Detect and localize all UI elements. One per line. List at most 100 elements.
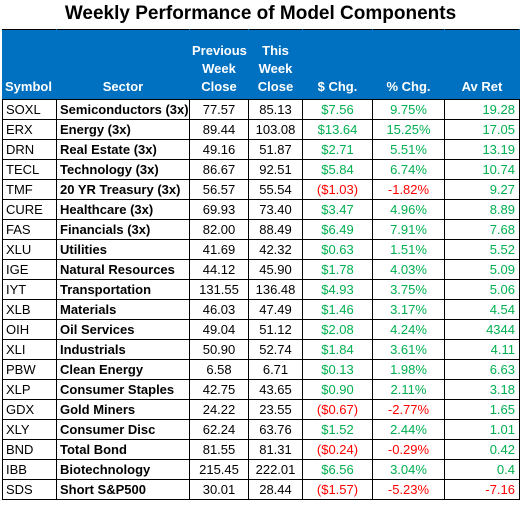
symbol-cell: BND [2, 439, 57, 460]
symbol-cell: XLP [2, 379, 57, 400]
header-average-return: Av Ret [444, 29, 520, 100]
sector-cell: Short S&P500 [56, 479, 190, 500]
table-row: BND Total Bond 81.55 81.31 ($0.24) -0.29% 0.42 [2, 439, 520, 460]
previous-close-cell: 69.93 [189, 199, 249, 220]
dollar-change-cell: $5.84 [302, 159, 373, 180]
table-row: ERX Energy (3x) 89.44 103.08 $13.64 15.25% 17.… [2, 119, 520, 140]
percent-change-cell: 4.24% [372, 319, 445, 340]
dollar-change-cell: $6.49 [302, 219, 373, 240]
percent-change-cell: 1.98% [372, 359, 445, 380]
table-row: CURE Healthcare (3x) 69.93 73.40 $3.47 4.96% 8… [2, 199, 520, 220]
sector-cell: Gold Miners [56, 399, 190, 420]
sector-cell: Technology (3x) [56, 159, 190, 180]
previous-close-cell: 86.67 [189, 159, 249, 180]
table-row: XLP Consumer Staples 42.75 43.65 $0.90 2.11% 3… [2, 379, 520, 400]
sector-cell: Natural Resources [56, 259, 190, 280]
current-close-cell: 88.49 [248, 219, 303, 240]
previous-close-cell: 49.16 [189, 139, 249, 160]
table-row: GDX Gold Miners 24.22 23.55 ($0.67) -2.77% 1.6… [2, 399, 520, 420]
header-current-line-3: Close [257, 79, 294, 94]
average-return-cell: 13.19 [444, 139, 520, 160]
previous-close-cell: 81.55 [189, 439, 249, 460]
average-return-cell: 6.63 [444, 359, 520, 380]
current-close-cell: 51.87 [248, 139, 303, 160]
sector-cell: 20 YR Treasury (3x) [56, 179, 190, 200]
current-close-cell: 51.12 [248, 319, 303, 340]
percent-change-cell: -0.29% [372, 439, 445, 460]
average-return-cell: 5.06 [444, 279, 520, 300]
previous-close-cell: 42.75 [189, 379, 249, 400]
percent-change-cell: -1.82% [372, 179, 445, 200]
average-return-cell: 8.89 [444, 199, 520, 220]
dollar-change-cell: $1.46 [302, 299, 373, 320]
header-this-week-close: This Week Close [248, 29, 303, 100]
symbol-cell: IBB [2, 459, 57, 480]
sector-cell: Total Bond [56, 439, 190, 460]
header-percent-change: % Chg. [372, 29, 445, 100]
symbol-cell: ERX [2, 119, 57, 140]
current-close-cell: 92.51 [248, 159, 303, 180]
percent-change-cell: 4.03% [372, 259, 445, 280]
current-close-cell: 103.08 [248, 119, 303, 140]
sector-cell: Biotechnology [56, 459, 190, 480]
average-return-cell: 17.05 [444, 119, 520, 140]
average-return-cell: 4.54 [444, 299, 520, 320]
average-return-cell: 4.11 [444, 339, 520, 360]
symbol-cell: IGE [2, 259, 57, 280]
current-close-cell: 222.01 [248, 459, 303, 480]
dollar-change-cell: $7.56 [302, 99, 373, 120]
table-row: SDS Short S&P500 30.01 28.44 ($1.57) -5.23% -7… [2, 479, 520, 500]
dollar-change-cell: ($0.67) [302, 399, 373, 420]
dollar-change-cell: $6.56 [302, 459, 373, 480]
sector-cell: Industrials [56, 339, 190, 360]
symbol-cell: OIH [2, 319, 57, 340]
percent-change-cell: 1.51% [372, 239, 445, 260]
average-return-cell: 3.18 [444, 379, 520, 400]
dollar-change-cell: $13.64 [302, 119, 373, 140]
current-close-cell: 85.13 [248, 99, 303, 120]
symbol-cell: IYT [2, 279, 57, 300]
previous-close-cell: 62.24 [189, 419, 249, 440]
header-previous-line-2: Week [202, 61, 236, 76]
dollar-change-cell: ($1.57) [302, 479, 373, 500]
symbol-cell: XLB [2, 299, 57, 320]
sector-cell: Consumer Disc [56, 419, 190, 440]
header-row: Symbol Sector Previous Week Close This W… [2, 29, 520, 100]
header-current-line-2: Week [258, 61, 293, 76]
percent-change-cell: 2.44% [372, 419, 445, 440]
header-previous-line-1: Previous [192, 43, 247, 58]
header-current-line-1: This [262, 43, 289, 58]
dollar-change-cell: ($1.03) [302, 179, 373, 200]
previous-close-cell: 77.57 [189, 99, 249, 120]
percent-change-cell: 3.04% [372, 459, 445, 480]
percent-change-cell: 2.11% [372, 379, 445, 400]
average-return-cell: 5.52 [444, 239, 520, 260]
percent-change-cell: 9.75% [372, 99, 445, 120]
percent-change-cell: -5.23% [372, 479, 445, 500]
previous-close-cell: 24.22 [189, 399, 249, 420]
dollar-change-cell: ($0.24) [302, 439, 373, 460]
dollar-change-cell: $0.63 [302, 239, 373, 260]
average-return-cell: 4344 [444, 319, 520, 340]
sector-cell: Oil Services [56, 319, 190, 340]
dollar-change-cell: $4.93 [302, 279, 373, 300]
table-row: OIH Oil Services 49.04 51.12 $2.08 4.24% 4344 [2, 319, 520, 340]
current-close-cell: 136.48 [248, 279, 303, 300]
sector-cell: Healthcare (3x) [56, 199, 190, 220]
symbol-cell: FAS [2, 219, 57, 240]
average-return-cell: 1.65 [444, 399, 520, 420]
previous-close-cell: 46.03 [189, 299, 249, 320]
symbol-cell: SOXL [2, 99, 57, 120]
current-close-cell: 43.65 [248, 379, 303, 400]
previous-close-cell: 49.04 [189, 319, 249, 340]
previous-close-cell: 41.69 [189, 239, 249, 260]
table-row: IYT Transportation 131.55 136.48 $4.93 3.75% 5… [2, 279, 520, 300]
symbol-cell: XLY [2, 419, 57, 440]
dollar-change-cell: $2.71 [302, 139, 373, 160]
table-row: XLI Industrials 50.90 52.74 $1.84 3.61% 4.11 [2, 339, 520, 360]
percent-change-cell: 6.74% [372, 159, 445, 180]
header-previous-line-3: Close [201, 79, 237, 94]
current-close-cell: 6.71 [248, 359, 303, 380]
percent-change-cell: 3.75% [372, 279, 445, 300]
table-row: IBB Biotechnology 215.45 222.01 $6.56 3.04% 0.… [2, 459, 520, 480]
